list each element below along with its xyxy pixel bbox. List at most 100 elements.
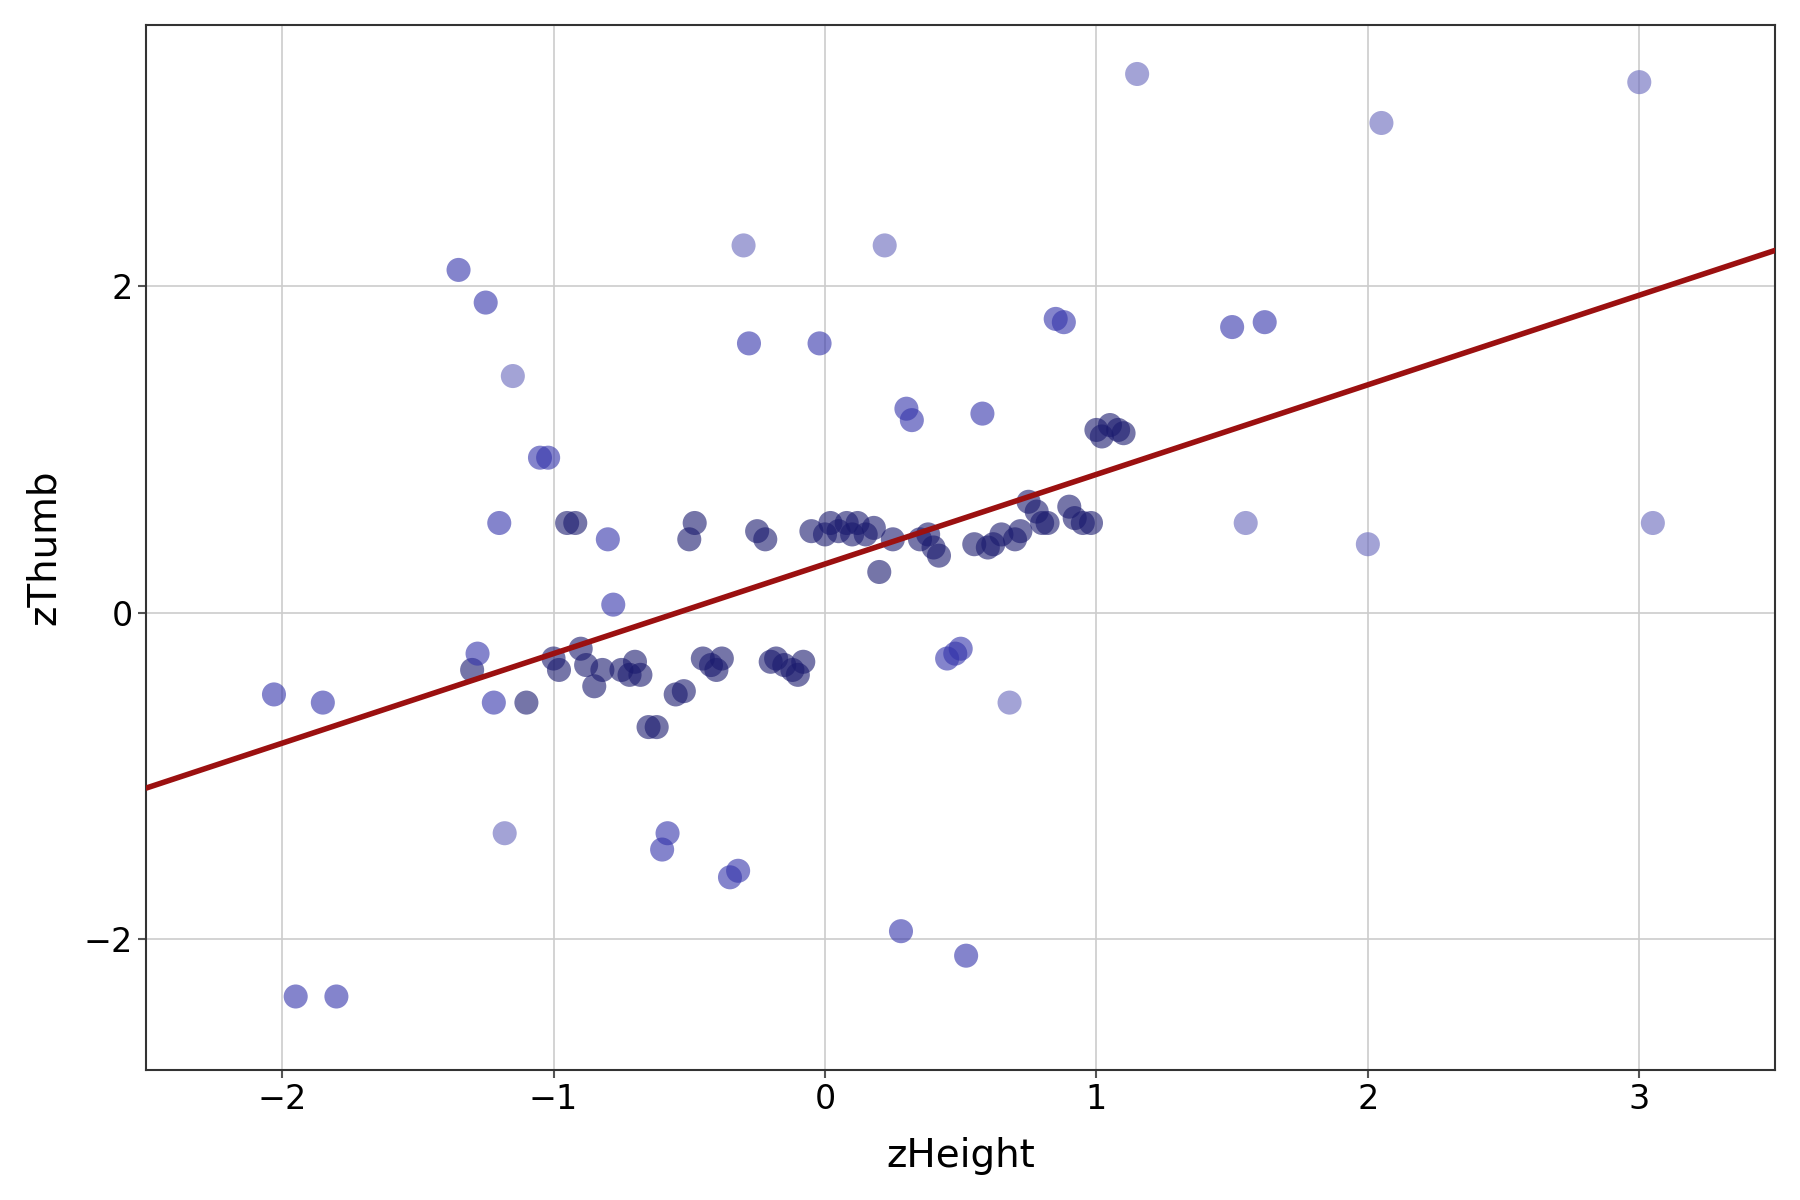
Point — [1625, 72, 1654, 91]
Point — [952, 946, 981, 965]
Point — [594, 529, 623, 548]
Point — [887, 922, 916, 941]
Point — [851, 524, 880, 544]
Point — [1033, 514, 1062, 533]
Point — [626, 665, 655, 684]
Point — [959, 535, 988, 554]
Point — [1013, 492, 1042, 511]
Point — [589, 660, 617, 679]
Point — [1082, 420, 1111, 439]
Point — [1087, 427, 1116, 446]
Point — [1076, 514, 1105, 533]
Point — [607, 660, 635, 679]
Point — [526, 448, 554, 467]
Point — [974, 538, 1003, 557]
Point — [499, 366, 527, 385]
Point — [567, 640, 596, 659]
Point — [729, 236, 758, 256]
Point — [832, 514, 860, 533]
Point — [898, 410, 927, 430]
Point — [259, 685, 288, 704]
Point — [1103, 420, 1132, 439]
Point — [634, 718, 662, 737]
Point — [842, 514, 871, 533]
Point — [643, 718, 671, 737]
Point — [770, 655, 799, 674]
Point — [281, 986, 310, 1006]
Point — [914, 524, 943, 544]
Point — [859, 518, 887, 538]
Point — [1096, 415, 1125, 434]
Point — [783, 665, 812, 684]
Point — [1060, 509, 1089, 528]
Point — [540, 649, 569, 668]
Point — [445, 260, 473, 280]
Point — [1042, 310, 1071, 329]
Point — [621, 652, 650, 671]
Point — [511, 692, 540, 712]
Point — [947, 640, 976, 659]
Point — [1354, 535, 1382, 554]
Point — [756, 652, 785, 671]
Point — [805, 334, 833, 353]
Point — [648, 840, 677, 859]
Point — [824, 522, 853, 541]
Point — [788, 652, 817, 671]
Point — [920, 538, 949, 557]
Point — [1055, 497, 1084, 516]
Point — [905, 529, 934, 548]
Point — [1028, 514, 1057, 533]
X-axis label: zHeight: zHeight — [886, 1138, 1035, 1175]
Point — [1006, 522, 1035, 541]
Point — [653, 823, 682, 842]
Point — [572, 655, 601, 674]
Point — [680, 514, 709, 533]
Point — [1069, 514, 1098, 533]
Point — [1251, 312, 1280, 331]
Point — [472, 293, 500, 312]
Point — [810, 524, 839, 544]
Point — [553, 514, 581, 533]
Point — [599, 595, 628, 614]
Point — [716, 868, 745, 887]
Point — [1049, 312, 1078, 331]
Point — [457, 660, 486, 679]
Point — [484, 514, 513, 533]
Point — [322, 986, 351, 1006]
Point — [968, 404, 997, 424]
Point — [932, 649, 961, 668]
Point — [837, 524, 866, 544]
Point — [1109, 424, 1138, 443]
Point — [1123, 65, 1152, 84]
Point — [1001, 529, 1030, 548]
Point — [688, 649, 716, 668]
Point — [751, 529, 779, 548]
Point — [941, 644, 970, 664]
Point — [1366, 113, 1395, 132]
Point — [580, 677, 608, 696]
Point — [702, 660, 731, 679]
Point — [871, 236, 900, 256]
Point — [545, 660, 574, 679]
Point — [535, 448, 563, 467]
Point — [463, 644, 491, 664]
Point — [670, 682, 698, 701]
Point — [743, 522, 772, 541]
Point — [490, 823, 518, 842]
Y-axis label: zThumb: zThumb — [25, 469, 63, 625]
Point — [479, 692, 508, 712]
Point — [308, 692, 337, 712]
Point — [778, 660, 806, 679]
Point — [864, 563, 893, 582]
Point — [797, 522, 826, 541]
Point — [1638, 514, 1667, 533]
Point — [1231, 514, 1260, 533]
Point — [878, 529, 907, 548]
Point — [893, 400, 922, 419]
Point — [724, 862, 752, 881]
Point — [697, 655, 725, 674]
Point — [1022, 502, 1051, 521]
Point — [675, 529, 704, 548]
Point — [925, 546, 954, 565]
Point — [734, 334, 763, 353]
